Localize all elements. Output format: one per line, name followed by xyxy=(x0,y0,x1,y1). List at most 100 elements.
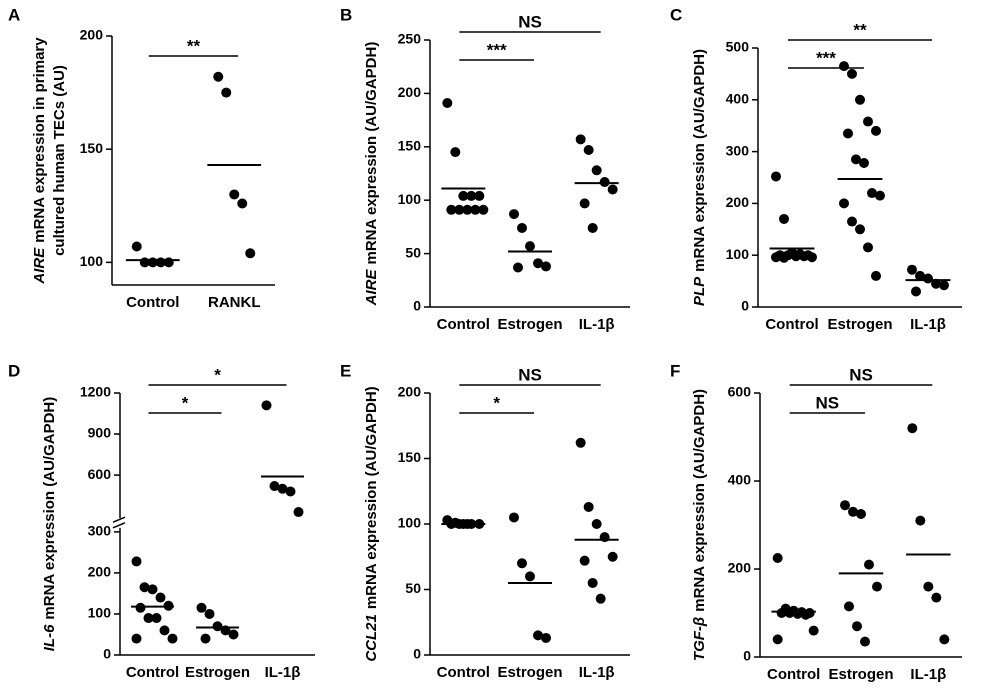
data-point xyxy=(863,116,873,127)
data-point xyxy=(583,501,594,512)
data-point xyxy=(856,509,866,519)
data-point xyxy=(939,280,949,291)
y-tick-label: 100 xyxy=(80,253,104,269)
data-point xyxy=(784,608,795,618)
y-axis-label: PLP mRNA expression (AU/GAPDH) xyxy=(691,49,708,306)
data-point xyxy=(525,571,535,582)
data-point xyxy=(131,241,142,252)
data-point xyxy=(863,242,873,253)
y-tick-label: 0 xyxy=(413,298,421,314)
data-point xyxy=(159,625,170,636)
data-point xyxy=(848,506,858,517)
y-tick-label: 200 xyxy=(728,560,752,576)
data-point xyxy=(151,613,162,624)
data-point xyxy=(517,222,527,233)
y-tick-label: 0 xyxy=(743,648,751,664)
data-point xyxy=(607,551,618,562)
y-axis-label-gene: TGF-β xyxy=(691,617,708,661)
data-point xyxy=(509,512,519,523)
data-point xyxy=(855,94,865,105)
y-tick-label: 200 xyxy=(726,194,750,210)
axis-break-mark xyxy=(112,522,126,529)
data-point xyxy=(204,608,215,619)
data-point xyxy=(442,98,453,109)
panel-letter: E xyxy=(340,361,351,380)
data-point xyxy=(285,486,296,497)
data-point xyxy=(167,633,178,644)
y-tick-label: 200 xyxy=(80,27,104,43)
data-point xyxy=(269,481,280,492)
y-tick-label: 500 xyxy=(726,39,750,55)
data-point xyxy=(261,400,272,411)
significance-label: * xyxy=(493,393,500,412)
significance-label: * xyxy=(182,393,189,412)
data-point xyxy=(931,278,941,289)
data-point xyxy=(779,213,789,224)
y-axis-label: cultured human TECs (AU) xyxy=(51,65,68,256)
axis-break-gap xyxy=(112,518,126,528)
y-tick-label: 150 xyxy=(398,449,422,465)
data-point xyxy=(466,190,477,201)
y-tick-label: 100 xyxy=(726,246,750,262)
data-point xyxy=(867,188,877,199)
y-tick-label: 300 xyxy=(88,523,112,539)
data-point xyxy=(579,555,590,566)
significance-label: *** xyxy=(487,40,507,59)
significance-label: ** xyxy=(853,20,867,39)
data-point xyxy=(799,251,809,262)
data-point xyxy=(772,634,783,645)
x-tick-label: Control xyxy=(437,316,490,333)
data-point xyxy=(131,633,142,644)
x-tick-label: Control xyxy=(767,666,820,683)
data-point xyxy=(791,251,801,262)
data-point xyxy=(579,198,590,209)
data-point xyxy=(139,582,150,593)
y-axis-label-text: mRNA expression (AU/GAPDH) xyxy=(363,386,380,609)
y-axis-label: AIRE mRNA expression in primary xyxy=(31,37,48,285)
data-point xyxy=(229,189,240,200)
significance-label: ** xyxy=(187,36,201,55)
y-tick-label: 200 xyxy=(88,564,112,580)
x-tick-label: Estrogen xyxy=(497,316,562,333)
data-point xyxy=(843,128,853,139)
data-point xyxy=(135,602,146,613)
x-tick-label: Estrogen xyxy=(828,666,893,683)
data-point xyxy=(855,224,865,235)
panel-letter: A xyxy=(8,5,20,24)
data-point xyxy=(915,270,925,281)
x-tick-label: Estrogen xyxy=(827,316,892,333)
y-axis-label-gene: PLP xyxy=(691,276,708,306)
y-axis-label-gene: AIRE xyxy=(31,247,48,285)
data-point xyxy=(587,577,598,588)
significance-label: NS xyxy=(849,365,873,384)
data-point xyxy=(533,630,543,641)
data-point xyxy=(583,145,594,156)
data-point xyxy=(221,87,232,98)
data-point xyxy=(462,204,473,215)
data-point xyxy=(454,204,465,215)
data-point xyxy=(196,602,207,613)
y-tick-label: 600 xyxy=(728,384,752,400)
significance-label: NS xyxy=(518,12,542,31)
x-tick-label: Estrogen xyxy=(185,664,250,681)
x-tick-label: Control xyxy=(437,664,490,681)
data-point xyxy=(776,608,787,618)
data-point xyxy=(591,165,602,176)
data-point xyxy=(847,68,857,79)
y-axis-label-gene: CCL21 xyxy=(363,614,380,662)
data-point xyxy=(599,177,610,188)
y-tick-label: 100 xyxy=(398,515,422,531)
data-point xyxy=(131,556,142,567)
data-point xyxy=(293,507,304,518)
data-point xyxy=(575,437,586,448)
data-point xyxy=(450,147,461,158)
y-axis-label: CCL21 mRNA expression (AU/GAPDH) xyxy=(363,386,380,661)
data-point xyxy=(517,558,527,569)
y-tick-label: 200 xyxy=(398,84,422,100)
y-axis-label-text: cultured human TECs (AU) xyxy=(51,65,68,256)
data-point xyxy=(228,629,239,640)
y-axis-label: IL-6 mRNA expression (AU/GAPDH) xyxy=(41,397,58,651)
data-point xyxy=(847,216,857,227)
data-point xyxy=(147,584,158,595)
x-tick-label: Control xyxy=(765,316,818,333)
